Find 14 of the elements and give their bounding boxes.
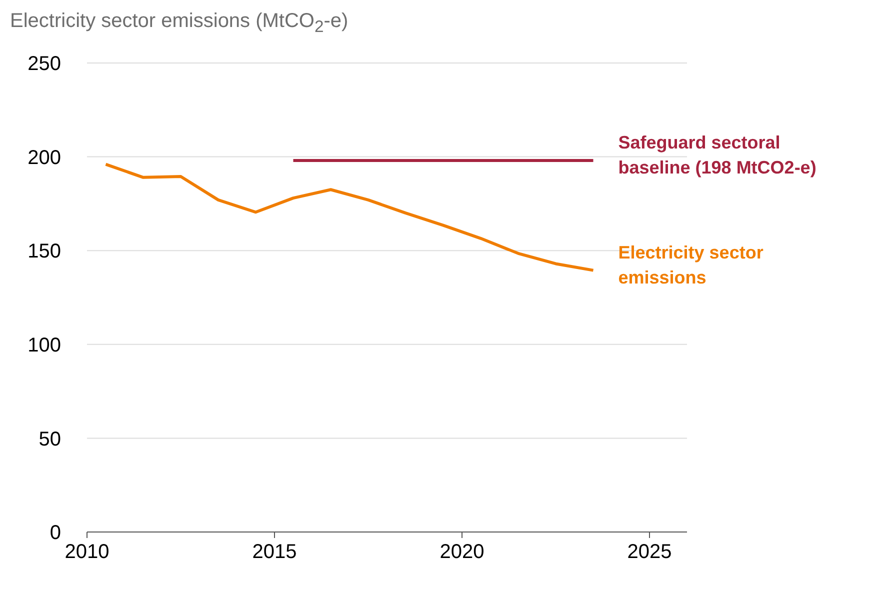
x-tick-label: 2015 (252, 541, 297, 564)
y-tick-label: 200 (28, 146, 61, 169)
y-tick-label: 50 (38, 428, 61, 450)
y-tick-label: 150 (28, 240, 61, 263)
chart-title: Electricity sector emissions (MtCO$_{2}$-e) (10, 10, 348, 37)
x-tick-label: 2010 (64, 541, 110, 564)
series-label: Electricity sector emissions (618, 242, 764, 288)
y-tick-label: 0 (50, 522, 61, 544)
x-tick-label: 2025 (627, 541, 672, 564)
y-tick-label: 250 (28, 53, 61, 76)
y-tick-label: 100 (28, 334, 61, 356)
x-tick-label: 2020 (440, 541, 484, 564)
line-series (104, 162, 595, 272)
series-label: Safeguard sectoral baseline (198 MtCO2-e) (618, 132, 816, 178)
